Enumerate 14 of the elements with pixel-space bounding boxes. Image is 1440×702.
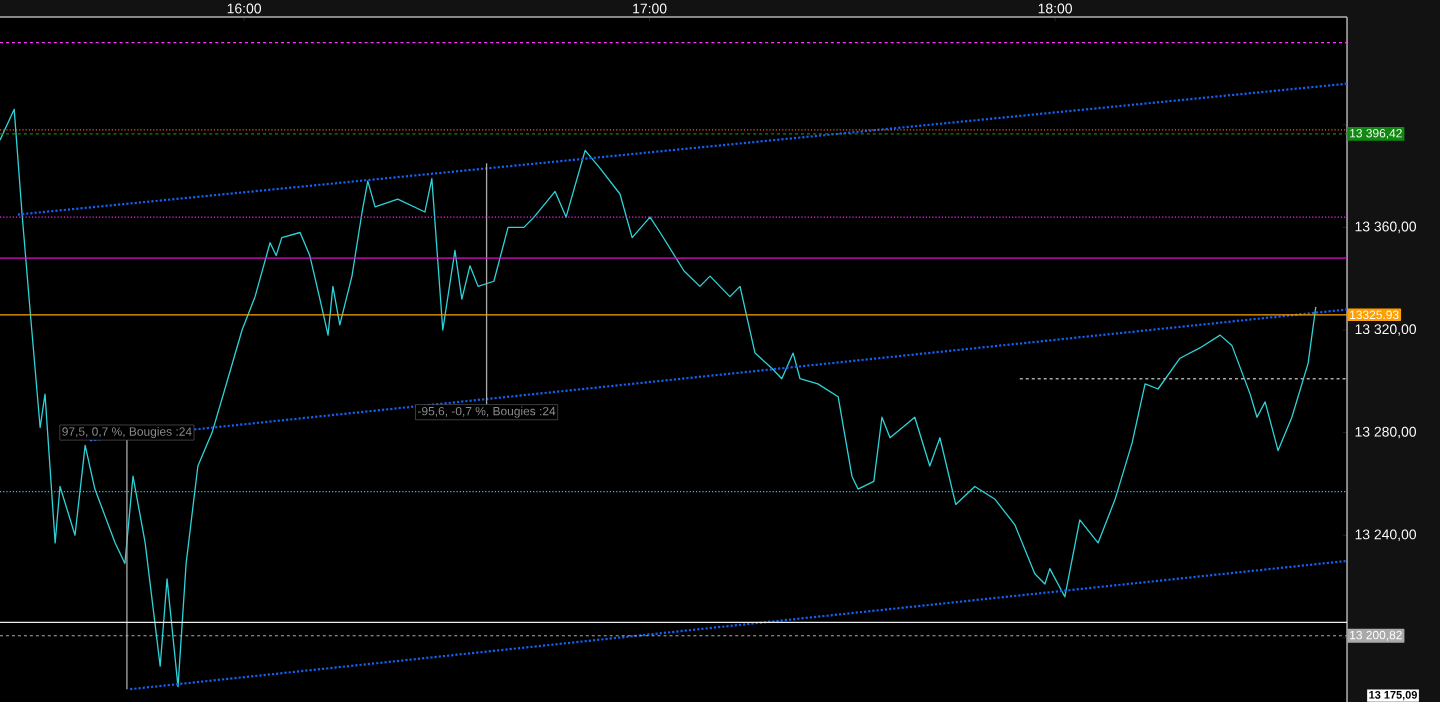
- y-tick-label: 13 240,00: [1355, 529, 1417, 541]
- y-tick-label: 13 360,00: [1355, 221, 1417, 234]
- x-tick-label: 16:00: [227, 3, 262, 14]
- y-tick-label: 13 280,00: [1355, 426, 1417, 439]
- y-tick-label: 13 320,00: [1355, 324, 1417, 336]
- ref-line-label: 13 200,82: [1350, 630, 1402, 641]
- annotation: -95,6, -0,7 %, Bougies :24: [418, 406, 556, 418]
- text: 13 175,09: [1369, 690, 1417, 701]
- ref-line-label: 13325.93: [1350, 310, 1399, 319]
- x-tick-label: 17:00: [633, 3, 667, 14]
- annotation: 97,5, 0,7 %, Bougies :24: [62, 426, 192, 439]
- x-tick-label: 18:00: [1038, 3, 1072, 14]
- line-series: [0, 108, 1317, 688]
- ref-line-label: 13 396,42: [1350, 129, 1402, 139]
